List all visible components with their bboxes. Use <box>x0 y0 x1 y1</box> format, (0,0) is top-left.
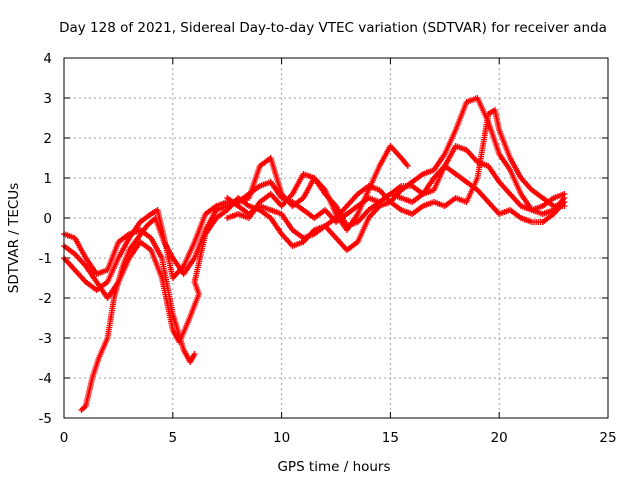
chart-title: Day 128 of 2021, Sidereal Day-to-day VTE… <box>59 20 607 36</box>
series-track-6 <box>224 163 568 229</box>
data-point <box>561 191 568 197</box>
x-tick-label: 15 <box>382 430 399 446</box>
x-axis-label: GPS time / hours <box>277 459 390 475</box>
y-tick-label: 2 <box>43 131 52 147</box>
y-tick-label: -4 <box>39 371 52 387</box>
x-tick-label: 5 <box>169 430 178 446</box>
y-tick-label: 1 <box>43 171 52 187</box>
plot-frame <box>63 57 609 419</box>
data-point <box>404 163 411 169</box>
x-tick-label: 20 <box>491 430 508 446</box>
y-tick-label: 3 <box>43 91 52 107</box>
data-point <box>191 351 198 357</box>
series-track-5 <box>224 107 568 241</box>
y-tick-label: -1 <box>39 251 52 267</box>
y-tick-label: 4 <box>43 51 52 67</box>
y-axis-label: SDTVAR / TECUs <box>6 183 22 293</box>
y-tick-label: -2 <box>39 291 52 307</box>
y-tick-label: -3 <box>39 331 52 347</box>
data-points <box>61 95 568 413</box>
data-point <box>561 199 568 205</box>
series-track-4 <box>78 143 568 413</box>
x-tick-label: 25 <box>599 430 616 446</box>
x-axis-ticks: 0 5 10 15 20 25 <box>60 58 617 446</box>
x-tick-label: 10 <box>273 430 290 446</box>
y-tick-label: -5 <box>39 411 52 427</box>
series-track-2 <box>61 143 411 293</box>
y-tick-label: 0 <box>43 211 52 227</box>
x-tick-label: 0 <box>60 430 69 446</box>
